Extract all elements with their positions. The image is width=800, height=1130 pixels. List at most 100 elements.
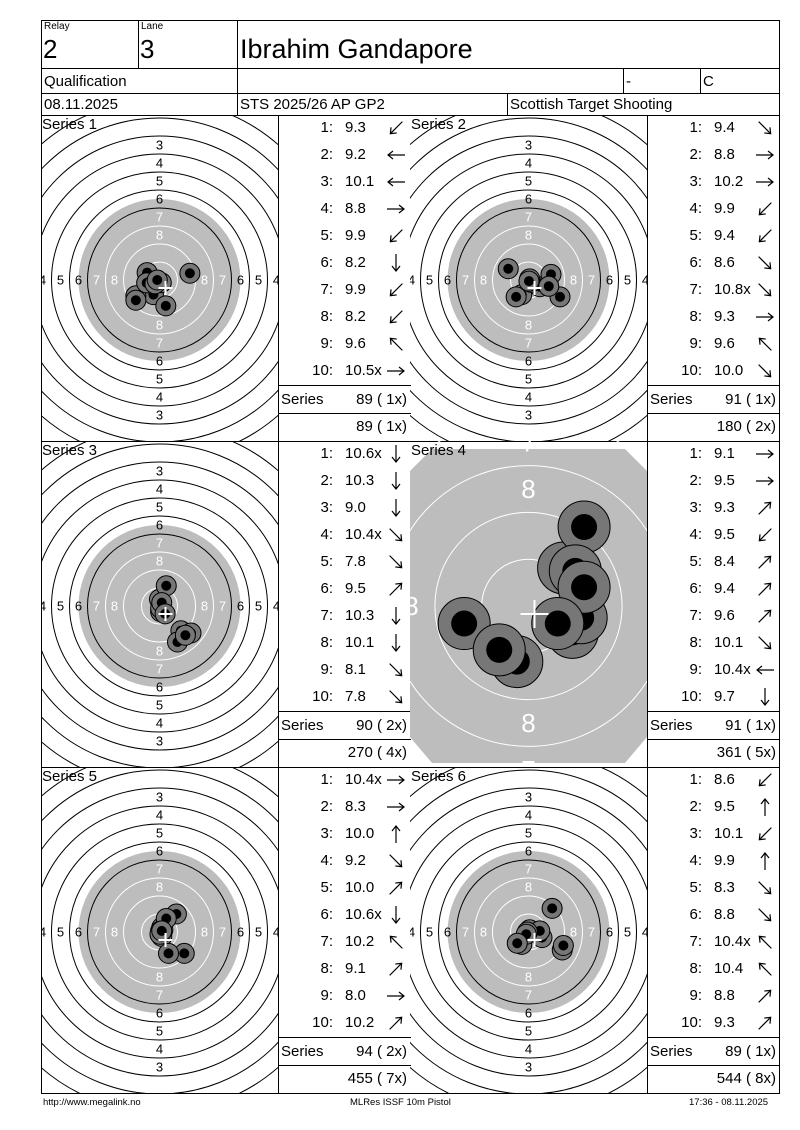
shot-direction-se-icon bbox=[389, 528, 403, 542]
ring-number: 7 bbox=[219, 599, 226, 614]
series-total: 89 ( 1x) bbox=[725, 1043, 776, 1060]
shot-row: 3: 9.0 bbox=[279, 495, 417, 522]
shot-number: 4: bbox=[689, 526, 702, 543]
shot-score: 8.3 bbox=[345, 798, 366, 815]
shot-hole-10 bbox=[151, 920, 173, 942]
ring-9 bbox=[492, 243, 565, 317]
ring-number: 6 bbox=[525, 192, 532, 207]
shot-score: 9.4 bbox=[714, 580, 735, 597]
shot-number: 9: bbox=[689, 661, 702, 678]
ring-6 bbox=[438, 189, 619, 371]
cumulative-total: 180 ( 2x) bbox=[716, 418, 776, 435]
ring-number: 3 bbox=[156, 790, 163, 805]
shot-direction-ne-icon bbox=[758, 501, 772, 515]
shot-hole-10 bbox=[146, 269, 168, 291]
shot-row: 5: 8.3 bbox=[648, 875, 786, 902]
shot-number: 10: bbox=[312, 1014, 333, 1031]
ring-number: 6 bbox=[606, 925, 613, 940]
target-diagram: 333344445555666677778888 bbox=[410, 767, 647, 1093]
ring-number: 4 bbox=[156, 482, 163, 497]
shot-hole-8 bbox=[531, 597, 585, 651]
shot-row: 7: 10.8x bbox=[648, 277, 786, 304]
ring-number: 5 bbox=[57, 925, 64, 940]
shot-direction-e-icon bbox=[756, 312, 774, 322]
shot-row: 5: 10.0 bbox=[279, 875, 417, 902]
shot-hole-5 bbox=[557, 500, 611, 554]
cumulative-total: 270 ( 4x) bbox=[347, 744, 407, 761]
shot-score: 10.4x bbox=[714, 933, 751, 950]
shot-direction-e-icon bbox=[756, 150, 774, 160]
series-total-label: Series bbox=[281, 717, 324, 734]
lane-value: 3 bbox=[140, 34, 155, 64]
lane-label: Lane bbox=[141, 21, 164, 32]
ring-3 bbox=[41, 461, 278, 751]
shot-score: 9.5 bbox=[714, 798, 735, 815]
shot-direction-se-icon bbox=[758, 636, 772, 650]
series-total: 89 ( 1x) bbox=[356, 391, 407, 408]
shot-row: 2: 9.5 bbox=[648, 468, 786, 495]
ring-number: 6 bbox=[444, 925, 451, 940]
ring-number: 8 bbox=[156, 880, 163, 895]
shot-direction-ne-icon bbox=[758, 582, 772, 596]
ring-7 bbox=[456, 207, 601, 353]
shot-number: 6: bbox=[689, 254, 702, 271]
shot-direction-se-icon bbox=[758, 881, 772, 895]
shot-score: 9.5 bbox=[714, 526, 735, 543]
ring-number: 6 bbox=[525, 844, 532, 859]
shot-score: 9.4 bbox=[714, 227, 735, 244]
shot-score: 9.7 bbox=[714, 688, 735, 705]
shot-row: 9: 8.1 bbox=[279, 657, 417, 684]
ring-number: 8 bbox=[570, 273, 577, 288]
ring-number: 4 bbox=[41, 273, 46, 288]
shot-number: 7: bbox=[320, 281, 333, 298]
ring-2 bbox=[410, 769, 647, 1093]
shot-direction-ne-icon bbox=[758, 1016, 772, 1030]
shot-row: 7: 10.4x bbox=[648, 929, 786, 956]
shot-number: 4: bbox=[320, 526, 333, 543]
shot-number: 6: bbox=[689, 906, 702, 923]
ring-number: 5 bbox=[156, 698, 163, 713]
footer-timestamp: 17:36 - 08.11.2025 bbox=[689, 1097, 769, 1108]
cumulative-total: 361 ( 5x) bbox=[716, 744, 776, 761]
ring-number: 7 bbox=[525, 210, 532, 225]
ring-number: 8 bbox=[156, 970, 163, 985]
shot-score: 8.8 bbox=[714, 987, 735, 1004]
ring-number: 5 bbox=[255, 273, 262, 288]
shot-number: 9: bbox=[320, 661, 333, 678]
ring-number: 6 bbox=[156, 518, 163, 533]
ring-number: 5 bbox=[525, 372, 532, 387]
ring-6 bbox=[69, 515, 250, 697]
dash-field: - bbox=[626, 73, 631, 90]
shot-score: 9.6 bbox=[714, 335, 735, 352]
footer-url: http://www.megalink.no bbox=[43, 1097, 141, 1108]
shot-direction-sw-icon bbox=[758, 229, 772, 243]
ring-3 bbox=[41, 787, 278, 1077]
shot-row: 2: 8.8 bbox=[648, 142, 786, 169]
shot-number: 9: bbox=[689, 987, 702, 1004]
shot-direction-e-icon bbox=[387, 991, 405, 1001]
shot-direction-ne-icon bbox=[389, 881, 403, 895]
shot-number: 8: bbox=[320, 960, 333, 977]
shot-direction-sw-icon bbox=[758, 773, 772, 787]
shot-number: 1: bbox=[320, 445, 333, 462]
shot-score: 10.2 bbox=[345, 933, 375, 950]
ring-6 bbox=[69, 841, 250, 1023]
ring-number: 5 bbox=[525, 1024, 532, 1039]
shot-number: 8: bbox=[689, 960, 702, 977]
ring-number: 8 bbox=[410, 591, 419, 621]
ring-number: 5 bbox=[156, 1024, 163, 1039]
ring-number: 6 bbox=[75, 925, 82, 940]
shot-direction-ne-icon bbox=[758, 609, 772, 623]
series-total: 91 ( 1x) bbox=[725, 717, 776, 734]
ring-number: 5 bbox=[156, 826, 163, 841]
shot-score: 10.4x bbox=[345, 771, 382, 788]
shot-score: 9.1 bbox=[714, 445, 735, 462]
shot-score: 9.5 bbox=[345, 580, 366, 597]
shot-number: 5: bbox=[689, 553, 702, 570]
shot-number: 6: bbox=[320, 906, 333, 923]
shot-direction-se-icon bbox=[758, 364, 772, 378]
ring-4 bbox=[410, 153, 647, 407]
shot-row: 10: 7.8 bbox=[279, 684, 417, 711]
ring-7 bbox=[87, 859, 232, 1005]
shot-score: 10.5x bbox=[345, 362, 382, 379]
